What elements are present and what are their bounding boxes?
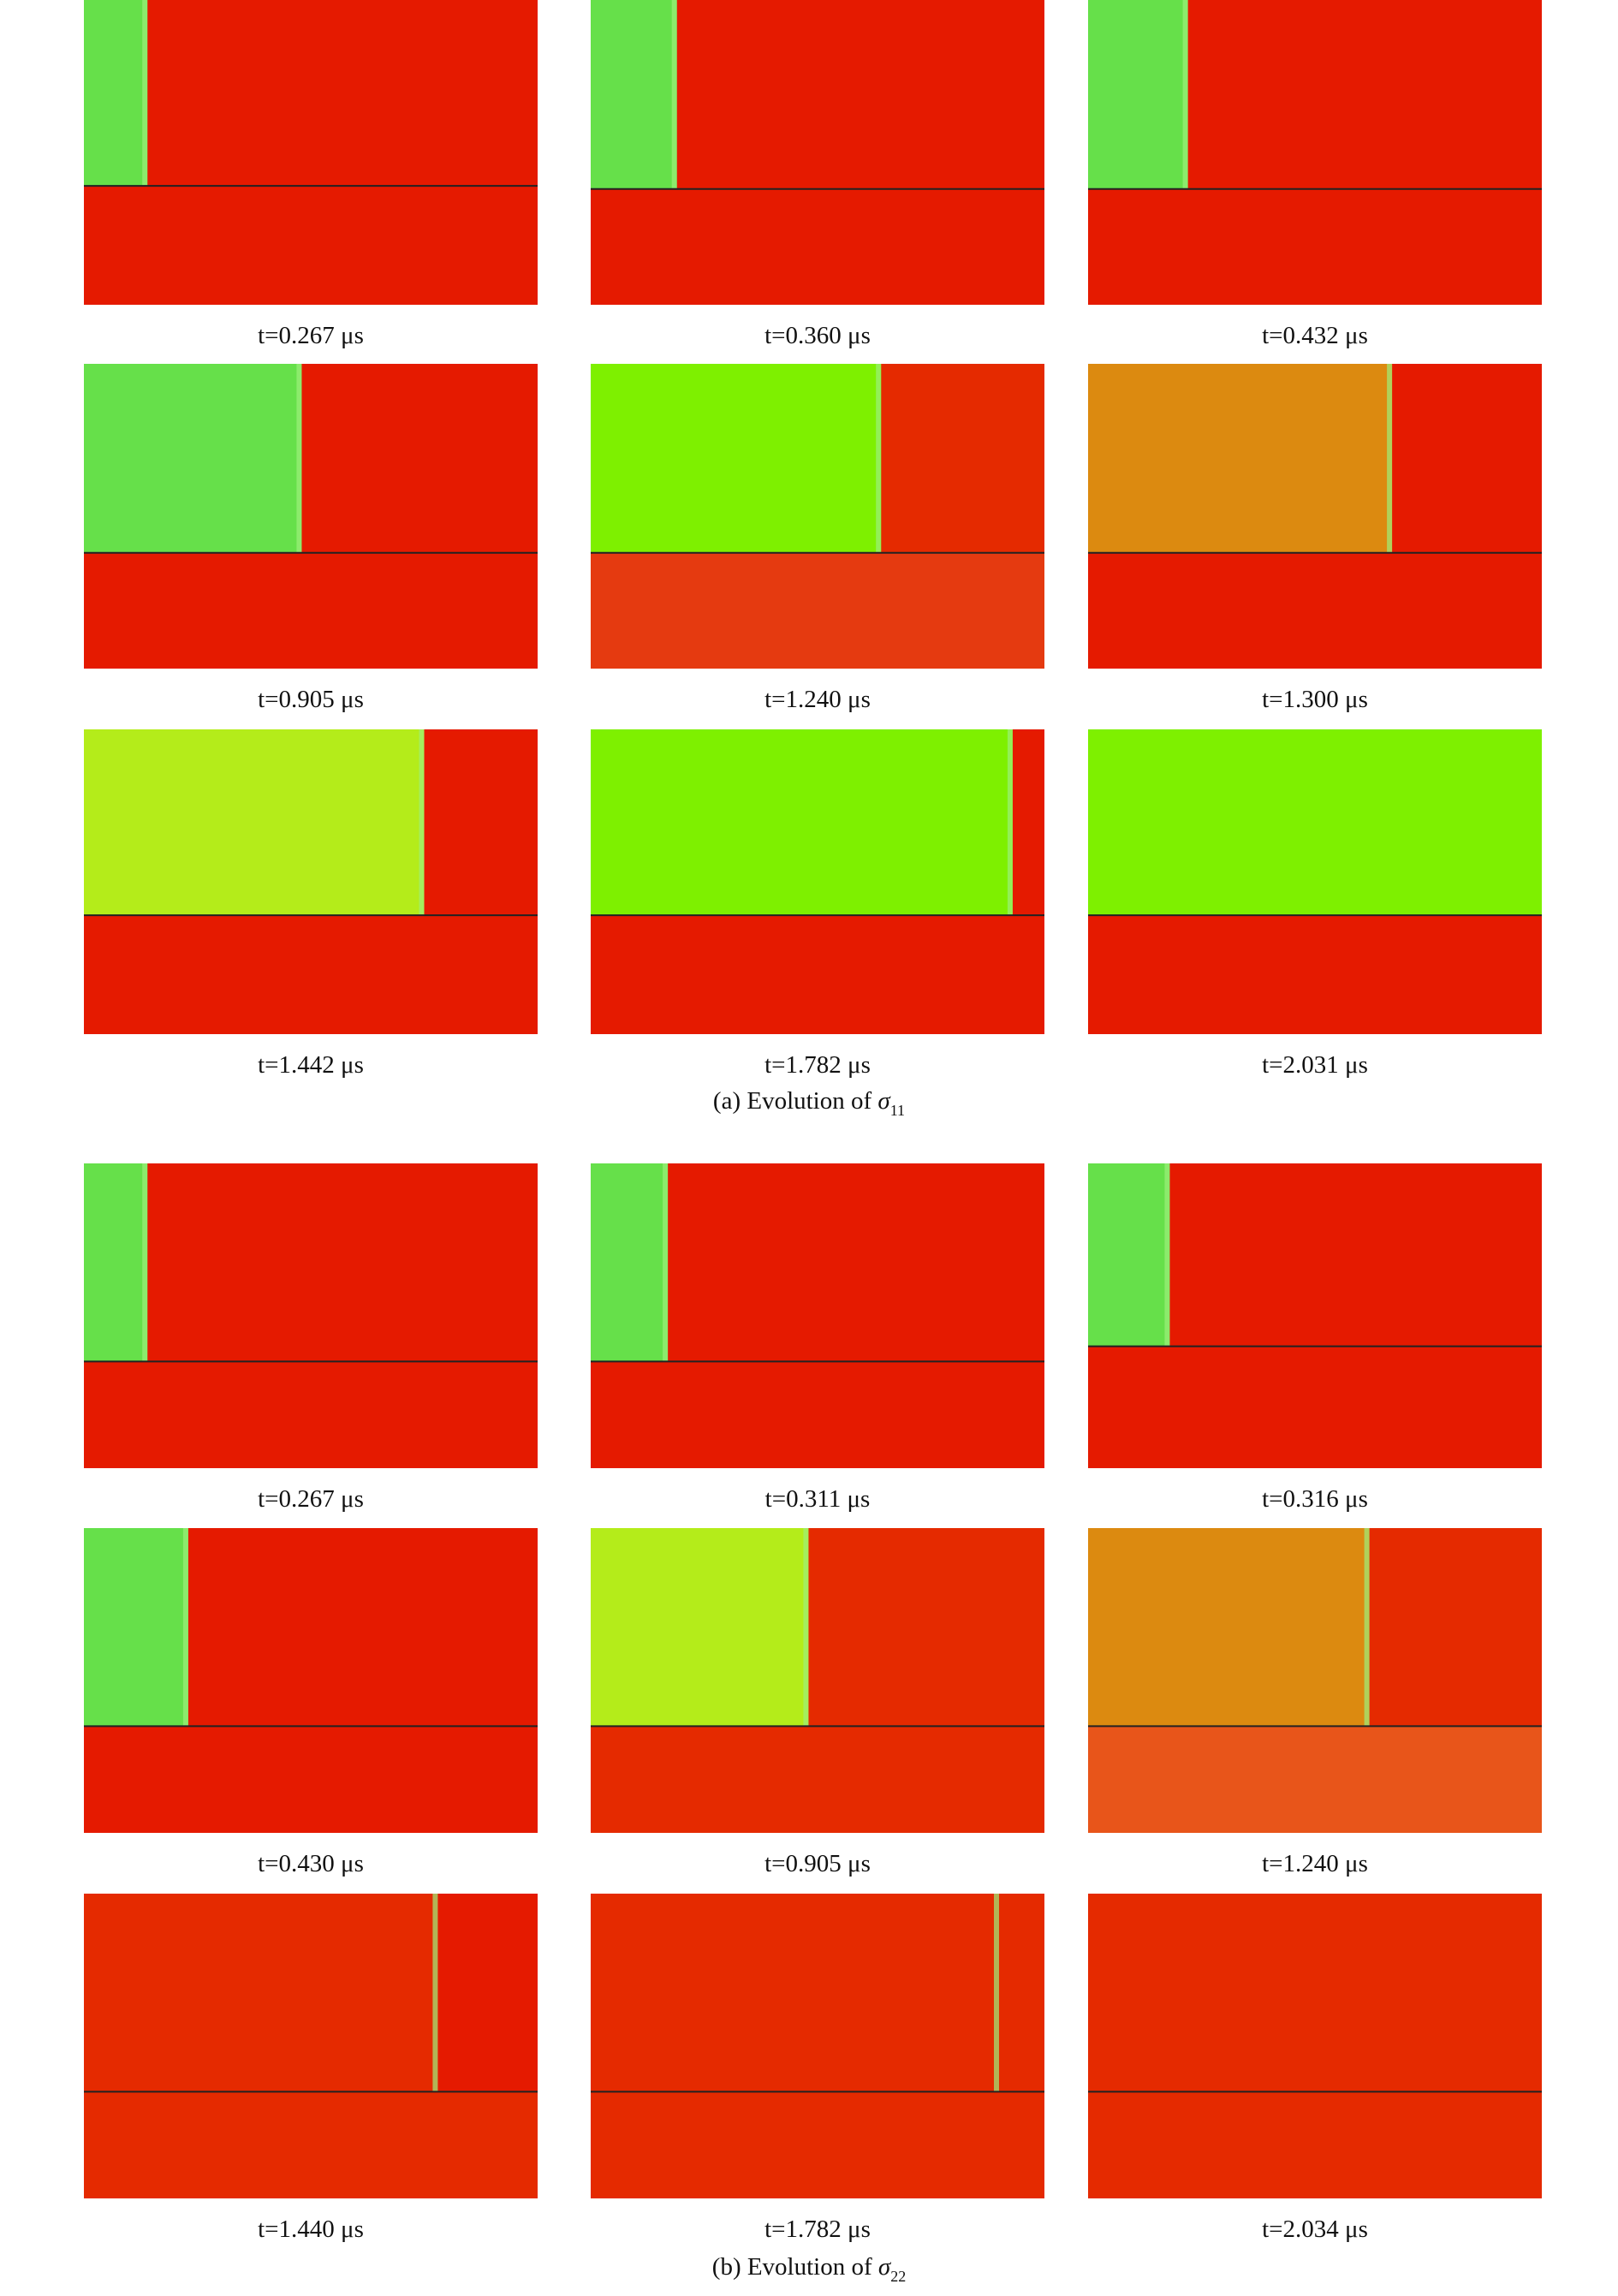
panel-label: t=1.300 μs: [1262, 686, 1368, 713]
panel-label: t=0.432 μs: [1262, 322, 1368, 349]
wave-front: [142, 0, 148, 187]
panel-bottom-region: [84, 1726, 538, 1833]
panel-bottom-region: [591, 1726, 1044, 1833]
caption-subscript: 22: [890, 2268, 906, 2285]
caption-subscript: 11: [890, 1102, 905, 1119]
wave-front: [142, 1163, 148, 1362]
panel-bottom-region: [591, 188, 1044, 305]
panel-top-region: [1088, 1163, 1170, 1347]
panel-top-region: [1088, 0, 1188, 189]
wave-front: [432, 1894, 438, 2092]
panel-label: t=1.440 μs: [258, 2216, 364, 2243]
panel-top-region: [1088, 729, 1542, 916]
contour-panel: [84, 1528, 538, 1833]
panel-top-region: [84, 364, 302, 553]
panel-top-region: [591, 1163, 669, 1362]
panel-bottom-region: [591, 552, 1044, 669]
panel-top-region: [84, 729, 425, 916]
panel-top-region: [1088, 1894, 1542, 2092]
panel-label: t=2.031 μs: [1262, 1051, 1368, 1079]
panel-bottom-region: [84, 1361, 538, 1468]
panel-bottom-region: [1088, 188, 1542, 305]
contour-panel: [1088, 0, 1542, 305]
wave-front: [1182, 0, 1188, 189]
contour-panel: [1088, 1163, 1542, 1468]
panel-bottom-region: [591, 2091, 1044, 2198]
panel-bottom-region: [84, 2091, 538, 2198]
panel-top-region: [591, 364, 882, 553]
panel-bottom-region: [1088, 2091, 1542, 2198]
contour-panel: [591, 1894, 1044, 2198]
contour-panel: [1088, 729, 1542, 1034]
panel-label: t=0.905 μs: [258, 686, 364, 713]
panel-label: t=1.240 μs: [1262, 1850, 1368, 1877]
wave-front: [1387, 364, 1393, 553]
wave-front: [663, 1163, 669, 1362]
panel-label: t=0.267 μs: [258, 322, 364, 349]
panel-top-region: [84, 1528, 188, 1727]
wave-front: [994, 1894, 999, 2092]
panel-label: t=1.442 μs: [258, 1051, 364, 1079]
contour-panel: [591, 0, 1044, 305]
panel-label: t=0.316 μs: [1262, 1485, 1368, 1513]
panel-top-region: [591, 0, 677, 189]
contour-panel: [591, 364, 1044, 669]
panel-bottom-region: [84, 552, 538, 669]
panel-bottom-region: [84, 186, 538, 305]
figure-caption: (a) Evolution of σ11: [713, 1087, 905, 1119]
panel-label: t=0.267 μs: [258, 1485, 364, 1513]
wave-front: [182, 1528, 188, 1727]
contour-panel: [84, 364, 538, 669]
contour-panel: [1088, 1528, 1542, 1833]
panel-top-region: [591, 1528, 809, 1727]
panel-top-region: [1088, 364, 1393, 553]
panel-label: t=1.782 μs: [764, 2216, 871, 2243]
panel-top-region: [1088, 1528, 1370, 1727]
wave-front: [876, 364, 882, 553]
contour-panel: [84, 1163, 538, 1468]
panel-label: t=0.430 μs: [258, 1850, 364, 1877]
panel-label: t=1.782 μs: [764, 1051, 871, 1079]
caption-symbol: σ: [878, 2253, 892, 2281]
panel-bottom-region: [1088, 1726, 1542, 1833]
panel-bottom-region: [591, 915, 1044, 1034]
panel-top-region: [591, 729, 1013, 916]
panel-bottom-region: [591, 1361, 1044, 1468]
wave-front: [1164, 1163, 1170, 1347]
wave-front: [296, 364, 302, 553]
caption-text: (a) Evolution of: [713, 1087, 877, 1115]
panel-bottom-region: [1088, 1346, 1542, 1468]
contour-panel: [591, 1528, 1044, 1833]
wave-front: [671, 0, 677, 189]
panel-label: t=2.034 μs: [1262, 2216, 1368, 2243]
figure-caption: (b) Evolution of σ22: [712, 2253, 906, 2285]
panel-top-region: [84, 1163, 148, 1362]
wave-front: [419, 729, 425, 916]
panel-bottom-region: [1088, 915, 1542, 1034]
contour-panel: [591, 729, 1044, 1034]
panel-label: t=0.360 μs: [764, 322, 871, 349]
wave-front: [1364, 1528, 1370, 1727]
panel-bottom-region: [1088, 552, 1542, 669]
panel-bottom-region: [84, 915, 538, 1034]
panel-label: t=0.905 μs: [764, 1850, 871, 1877]
contour-panel: [1088, 1894, 1542, 2198]
panel-label: t=0.311 μs: [765, 1485, 871, 1513]
contour-panel: [84, 0, 538, 305]
contour-panel: [84, 1894, 538, 2198]
caption-symbol: σ: [877, 1087, 891, 1115]
panel-label: t=1.240 μs: [764, 686, 871, 713]
contour-panel: [84, 729, 538, 1034]
panel-top-region: [84, 0, 148, 187]
wave-front: [803, 1528, 809, 1727]
panel-top-region: [591, 1894, 999, 2092]
wave-front: [1007, 729, 1013, 916]
caption-text: (b) Evolution of: [712, 2253, 878, 2281]
contour-panel: [591, 1163, 1044, 1468]
contour-panel: [1088, 364, 1542, 669]
panel-top-region: [84, 1894, 438, 2092]
